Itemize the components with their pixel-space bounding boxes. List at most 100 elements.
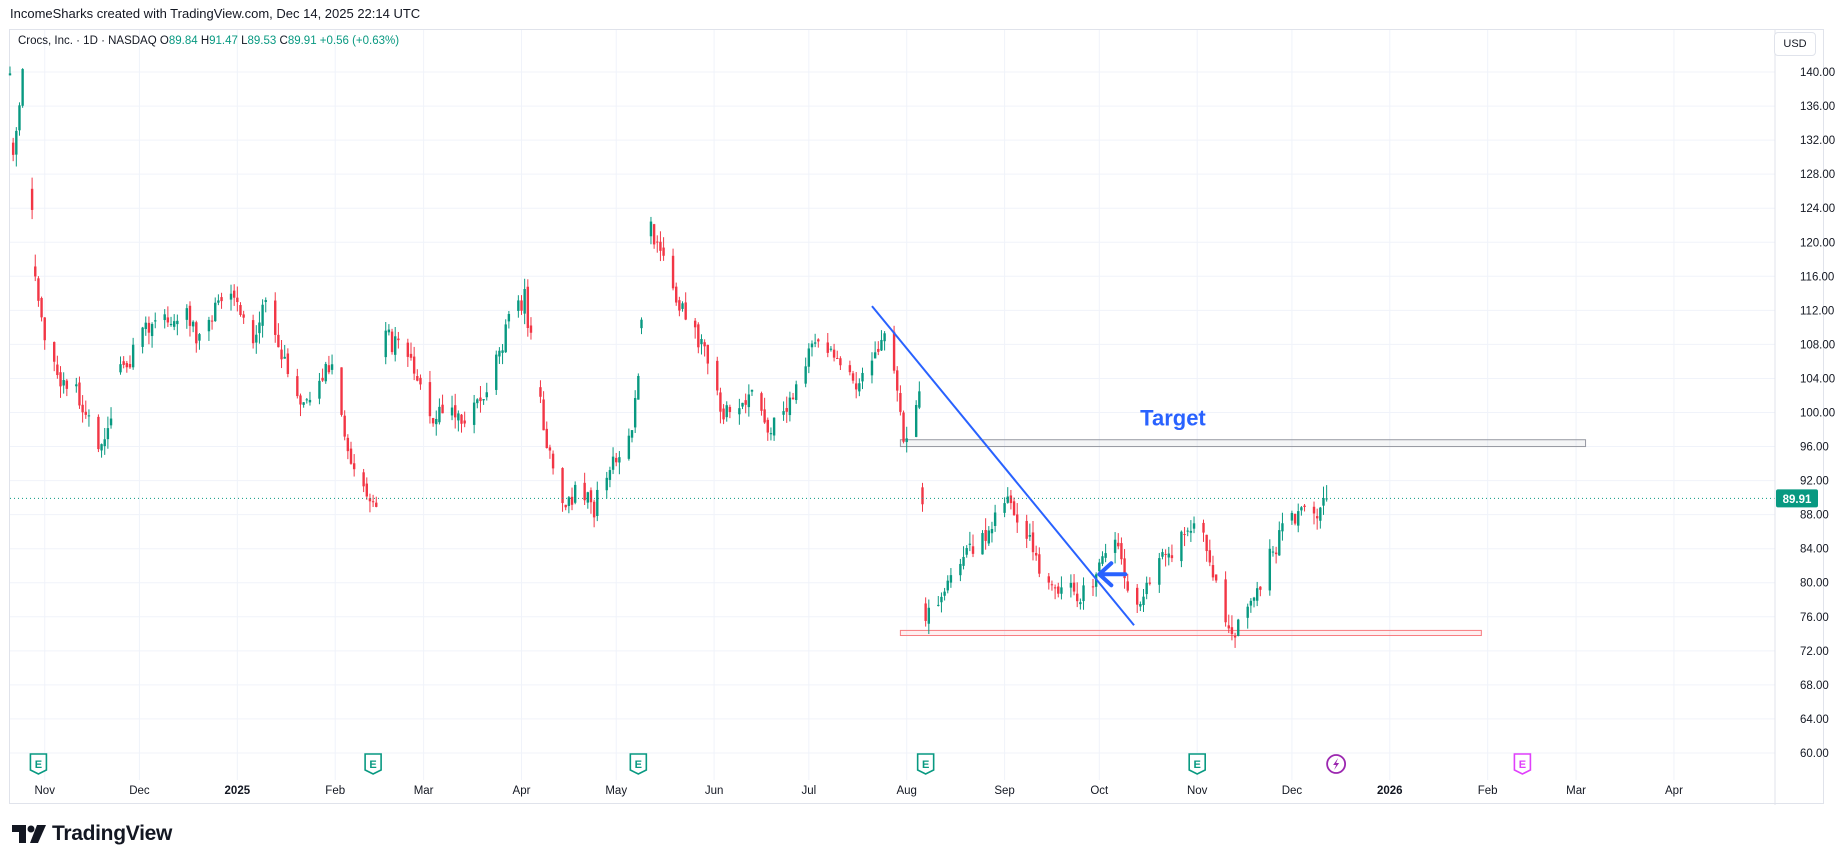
candle-body[interactable] [97,416,100,450]
candle-body[interactable] [476,399,479,404]
candle-body[interactable] [280,349,283,360]
candle-body[interactable] [987,530,991,544]
candle-body[interactable] [1028,535,1032,537]
candle-body[interactable] [87,415,91,417]
candle-body[interactable] [103,439,106,447]
candle-body[interactable] [1091,586,1095,588]
candle-body[interactable] [551,453,555,469]
candle-body[interactable] [214,302,217,322]
candle-body[interactable] [1224,579,1227,623]
candle-body[interactable] [927,607,931,624]
candle-body[interactable] [251,320,255,344]
candle-body[interactable] [299,395,302,405]
candle-body[interactable] [946,580,949,591]
candle-body[interactable] [43,317,46,341]
candle-body[interactable] [943,591,946,596]
candle-body[interactable] [274,300,277,335]
candle-body[interactable] [286,353,290,375]
candle-body[interactable] [769,433,773,435]
candle-body[interactable] [1161,552,1164,557]
earnings-icon[interactable]: E [916,753,935,775]
candle-body[interactable] [1303,505,1306,507]
candle-body[interactable] [918,391,921,408]
candle-body[interactable] [441,404,444,414]
candle-body[interactable] [15,130,18,155]
candle-body[interactable] [1322,498,1325,506]
candle-body[interactable] [791,397,795,400]
candle-body[interactable] [255,334,258,343]
candle-body[interactable] [728,406,732,413]
candle-body[interactable] [1136,587,1139,605]
earnings-icon[interactable]: E [1513,753,1532,775]
candle-body[interactable] [706,344,709,364]
candle-body[interactable] [210,320,214,322]
candle-body[interactable] [1246,606,1249,618]
candle-body[interactable] [817,339,820,342]
candle-body[interactable] [523,289,526,314]
candle-body[interactable] [1057,586,1060,594]
candle-body[interactable] [84,411,87,415]
candle-body[interactable] [498,350,501,357]
candle-body[interactable] [896,370,899,391]
candle-body[interactable] [968,543,972,545]
candle-body[interactable] [390,331,394,353]
candle-body[interactable] [1006,496,1009,503]
candle-body[interactable] [371,501,375,503]
candle-body[interactable] [640,319,643,329]
candle-body[interactable] [1208,550,1212,563]
candle-body[interactable] [1120,543,1123,560]
candle-body[interactable] [807,348,811,367]
candle-body[interactable] [662,247,665,256]
candle-body[interactable] [1076,593,1079,602]
candle-body[interactable] [220,297,223,302]
support-zone[interactable] [899,629,1482,637]
candle-body[interactable] [1259,586,1262,590]
candle-body[interactable] [122,361,125,365]
candle-body[interactable] [1255,588,1259,601]
candle-body[interactable] [166,317,170,323]
candle-body[interactable] [1082,585,1085,602]
candle-body[interactable] [1069,582,1073,588]
candle-body[interactable] [545,428,548,449]
candle-body[interactable] [384,330,387,358]
candle-body[interactable] [1031,532,1035,553]
candle-body[interactable] [349,448,353,464]
candle-body[interactable] [722,408,725,420]
candle-body[interactable] [892,331,896,371]
candle-body[interactable] [848,365,852,373]
candle-body[interactable] [589,490,593,503]
candle-body[interactable] [321,377,324,381]
trendline[interactable] [871,305,1135,626]
candle-body[interactable] [78,382,81,406]
candle-body[interactable] [738,408,741,415]
candle-body[interactable] [981,533,984,555]
candle-body[interactable] [633,398,637,428]
dividend-icon[interactable] [1326,754,1347,774]
candle-body[interactable] [394,336,397,355]
candle-body[interactable] [684,302,687,320]
candle-body[interactable] [561,468,564,504]
candle-body[interactable] [62,380,65,386]
candle-body[interactable] [772,417,776,436]
candle-body[interactable] [637,375,640,400]
candle-body[interactable] [1079,602,1082,605]
currency-button[interactable]: USD [1774,32,1816,56]
candle-body[interactable] [191,321,195,327]
candle-body[interactable] [409,353,413,358]
candle-body[interactable] [747,394,751,408]
candle-body[interactable] [596,489,599,516]
candle-body[interactable] [586,492,590,503]
candle-body[interactable] [172,321,176,327]
earnings-icon[interactable]: E [629,753,648,775]
candle-body[interactable] [346,437,350,452]
candle-body[interactable] [832,349,836,358]
candle-body[interactable] [479,397,482,402]
candle-body[interactable] [131,344,135,368]
candle-body[interactable] [141,327,144,347]
candle-body[interactable] [147,322,151,333]
candle-body[interactable] [877,348,880,352]
candle-body[interactable] [567,497,571,507]
candle-body[interactable] [1113,539,1117,553]
candle-body[interactable] [520,300,523,311]
candle-body[interactable] [144,322,147,330]
